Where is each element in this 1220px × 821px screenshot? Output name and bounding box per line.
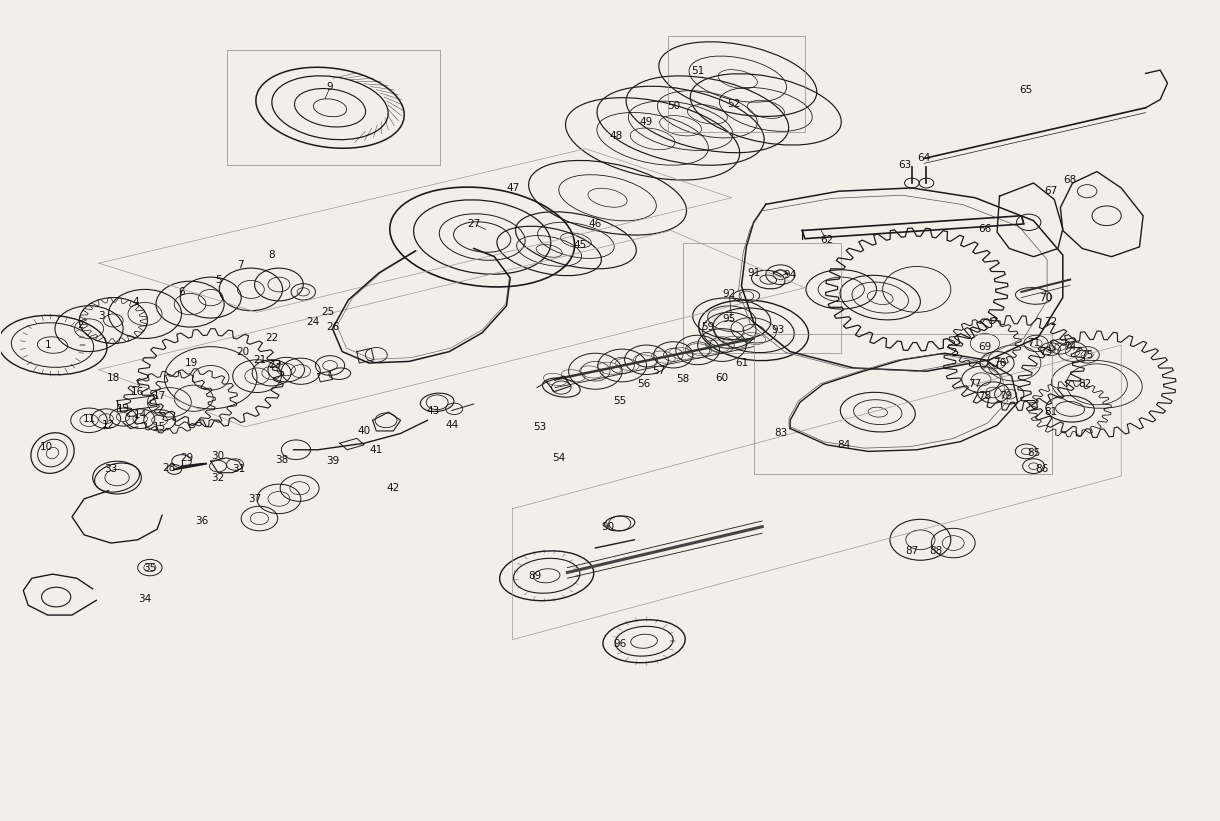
Text: 36: 36 [195,516,209,526]
Text: 84: 84 [837,440,850,450]
Text: 83: 83 [773,429,787,438]
Text: 70: 70 [1039,292,1053,303]
Text: 21: 21 [253,355,266,365]
Text: 75: 75 [1081,350,1094,360]
Text: 62: 62 [820,236,833,245]
Text: 34: 34 [138,594,151,603]
Text: 69: 69 [978,342,992,351]
Text: 85: 85 [1027,448,1041,458]
Text: 22: 22 [265,333,278,343]
Text: 40: 40 [357,426,371,436]
Text: 15: 15 [152,422,166,432]
Text: 4: 4 [132,297,139,308]
Text: 63: 63 [898,160,911,170]
Text: 78: 78 [978,391,992,401]
Text: 3: 3 [98,311,105,321]
Text: 27: 27 [467,219,481,229]
Text: 1: 1 [44,340,51,350]
Text: 65: 65 [1020,85,1033,94]
Text: 12: 12 [102,420,115,430]
Text: 23: 23 [268,360,282,370]
Text: 20: 20 [235,346,249,356]
Text: 95: 95 [722,314,736,323]
Text: 17: 17 [152,391,166,401]
Text: 28: 28 [162,463,176,473]
Text: 77: 77 [969,379,982,389]
Text: 6: 6 [178,287,185,297]
Text: 55: 55 [614,396,626,406]
Text: 73: 73 [1039,346,1053,356]
Text: 26: 26 [326,322,339,332]
Text: 88: 88 [930,546,943,557]
Text: 38: 38 [274,455,288,465]
Text: 60: 60 [715,373,728,383]
Text: 67: 67 [1044,186,1058,196]
Text: 47: 47 [506,183,520,193]
Text: 87: 87 [905,546,919,557]
Text: 71: 71 [1027,338,1041,348]
Text: 50: 50 [667,101,680,111]
Text: 41: 41 [370,445,383,455]
Text: 29: 29 [179,453,193,463]
Text: 91: 91 [747,268,760,278]
Text: 76: 76 [993,358,1006,368]
Text: 39: 39 [326,456,339,466]
Bar [227,50,439,165]
Text: 72: 72 [1044,317,1058,327]
Text: 64: 64 [917,154,931,163]
Text: 92: 92 [722,289,736,300]
Text: 7: 7 [237,260,243,270]
Text: 31: 31 [232,465,245,475]
Text: 48: 48 [610,131,622,141]
Text: 18: 18 [106,373,120,383]
Text: 46: 46 [589,219,601,229]
Text: 25: 25 [321,307,334,317]
Text: 59: 59 [700,322,714,332]
Text: 16: 16 [131,388,144,397]
Text: 79: 79 [999,391,1013,401]
Text: 74: 74 [1064,342,1077,351]
Text: 68: 68 [1064,175,1077,185]
Text: 43: 43 [427,406,440,415]
Text: 86: 86 [1036,465,1049,475]
Text: 66: 66 [978,224,992,234]
Text: 30: 30 [211,451,224,461]
Text: 51: 51 [691,66,704,76]
Text: 9: 9 [327,82,333,92]
Text: 2: 2 [77,319,84,329]
Text: 44: 44 [445,420,459,430]
Text: 10: 10 [40,443,52,452]
Text: 19: 19 [184,358,198,368]
Text: 42: 42 [387,484,400,493]
Text: 11: 11 [83,414,95,424]
Text: 45: 45 [573,241,586,250]
Text: 32: 32 [211,473,224,483]
Text: 90: 90 [601,521,614,532]
Text: 93: 93 [771,325,784,335]
Bar [683,243,842,353]
Text: 96: 96 [614,639,626,649]
Text: 53: 53 [533,422,547,432]
Text: 94: 94 [783,270,797,281]
Text: 49: 49 [640,117,653,127]
Text: 54: 54 [553,453,566,463]
Text: 61: 61 [734,358,748,368]
Text: 14: 14 [133,410,146,420]
Text: 24: 24 [306,317,320,327]
Text: 13: 13 [116,404,129,414]
Text: 58: 58 [676,374,689,384]
Text: 8: 8 [268,250,274,260]
Text: 5: 5 [215,274,221,285]
Text: 57: 57 [651,366,665,376]
Text: 35: 35 [143,562,156,572]
Text: 52: 52 [727,99,741,108]
Text: 82: 82 [1078,379,1092,389]
Bar [669,36,805,132]
Text: 89: 89 [528,571,542,580]
Text: 81: 81 [1044,407,1058,417]
Bar [754,333,1052,475]
Text: 37: 37 [248,494,261,504]
Text: 56: 56 [638,379,650,389]
Text: 33: 33 [105,465,117,475]
